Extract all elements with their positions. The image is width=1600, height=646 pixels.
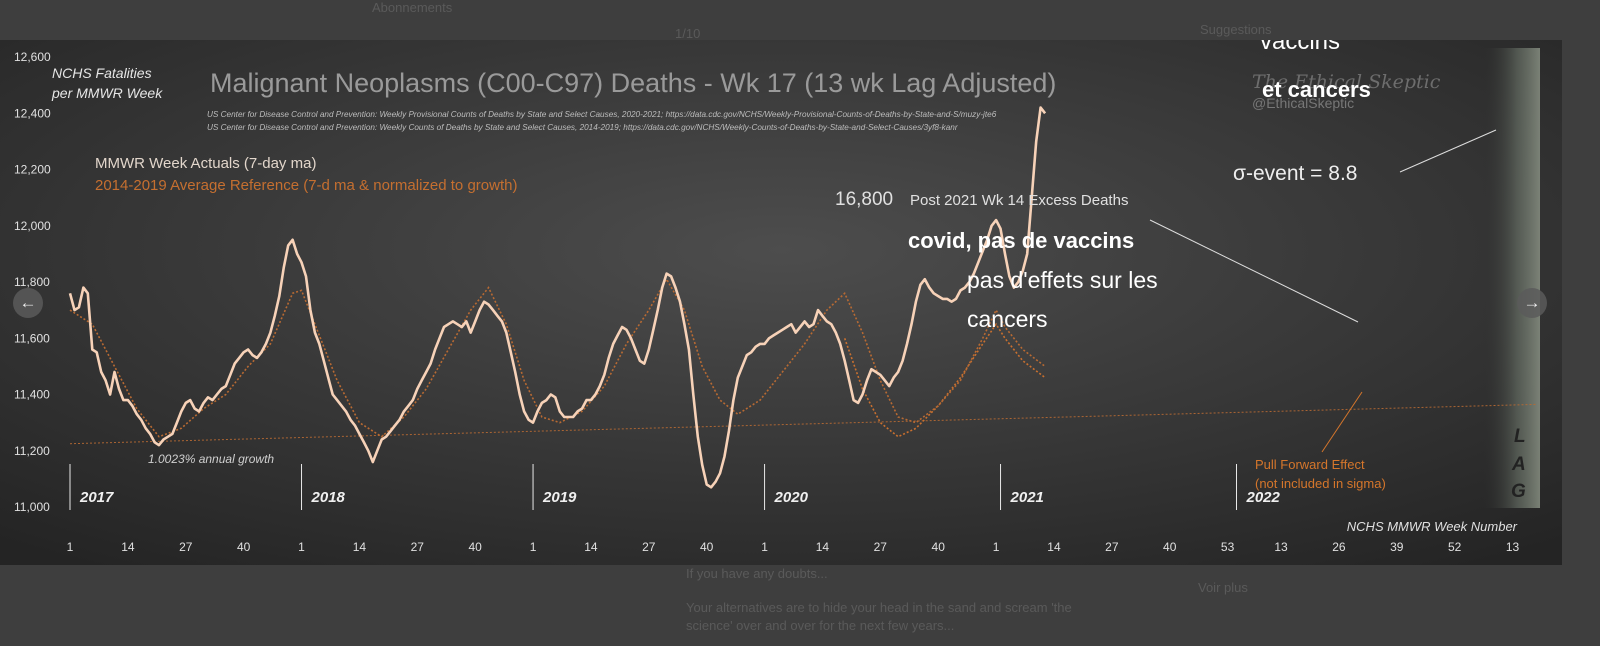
x-tick-label: 1 <box>67 540 74 554</box>
x-tick-label: 14 <box>1047 540 1061 554</box>
chart-title: Malignant Neoplasms (C00-C97) Deaths - W… <box>210 68 1056 98</box>
bg-side-item: Suggestions <box>1200 22 1272 37</box>
previous-slide-button[interactable]: ← <box>13 288 43 318</box>
overlay-et-cancers: et cancers <box>1262 77 1371 102</box>
series-pull-forward-line <box>843 322 1046 438</box>
bg-bottom-line-3: science' over and over for the next few … <box>686 618 955 633</box>
y-tick-label: 11,200 <box>14 444 50 458</box>
year-label: 2021 <box>1010 489 1044 506</box>
x-tick-label: 52 <box>1448 540 1462 554</box>
x-tick-label: 13 <box>1274 540 1288 554</box>
year-label: 2020 <box>774 489 809 506</box>
x-tick-label: 1 <box>761 540 768 554</box>
series-actual-line <box>68 106 1047 489</box>
year-markers: 2017 2018 2019 2020 2021 2022 <box>69 464 1281 510</box>
x-tick-label: 40 <box>237 540 251 554</box>
year-label: 2019 <box>542 489 577 506</box>
pull-forward-label: Pull Forward Effect <box>1255 457 1365 472</box>
x-tick-label: 1 <box>993 540 1000 554</box>
lag-letter-l: L <box>1514 426 1526 447</box>
growth-baseline-label: 1.0023% annual growth <box>148 452 274 466</box>
source-line-2: US Center for Disease Control and Preven… <box>207 123 958 132</box>
x-tick-label: 40 <box>932 540 946 554</box>
watermark-name: The Ethical Skeptic <box>1252 71 1441 93</box>
x-tick-label: 14 <box>816 540 830 554</box>
x-tick-label: 27 <box>874 540 888 554</box>
year-label: 2017 <box>79 489 114 506</box>
y-tick-label: 12,000 <box>14 219 51 233</box>
arrow-right-icon: → <box>1523 293 1541 312</box>
x-tick-label: 13 <box>1506 540 1520 554</box>
bg-bottom-line-1: If you have any doubts... <box>686 566 828 581</box>
excess-deaths-text: Post 2021 Wk 14 Excess Deaths <box>910 192 1128 209</box>
lag-letter-a: A <box>1511 454 1526 475</box>
x-tick-label: 53 <box>1221 540 1235 554</box>
excess-deaths-pointer <box>1149 219 1359 323</box>
chart: 11,000 11,200 11,400 11,600 11,800 12,000 12,2… <box>0 40 1562 565</box>
arrow-left-icon: ← <box>19 293 37 312</box>
watermark-handle: @EthicalSkeptic <box>1252 95 1354 111</box>
excess-deaths-value: 16,800 <box>835 189 893 210</box>
x-tick-label: 40 <box>1163 540 1177 554</box>
bg-counter: 1/10 <box>675 26 701 41</box>
growth-baseline-line <box>69 403 1538 445</box>
sigma-event-label: σ-event = 8.8 <box>1233 162 1357 185</box>
x-tick-label: 39 <box>1390 540 1404 554</box>
x-tick-label: 1 <box>530 540 537 554</box>
y-caption-line-1: NCHS Fatalities <box>52 65 152 81</box>
x-tick-label: 26 <box>1332 540 1346 554</box>
x-tick-label: 27 <box>1105 540 1119 554</box>
x-tick-label: 1 <box>298 540 305 554</box>
legend-reference: 2014-2019 Average Reference (7-d ma & no… <box>95 177 517 194</box>
bg-header-item: Abonnements <box>372 0 453 15</box>
y-tick-label: 11,000 <box>14 500 50 514</box>
x-tick-label: 27 <box>642 540 656 554</box>
overlay-cancers: cancers <box>967 306 1048 332</box>
y-tick-label: 12,200 <box>14 163 51 177</box>
year-label: 2018 <box>311 489 346 506</box>
overlay-vaccins: vaccins <box>1260 40 1340 55</box>
source-line-1: US Center for Disease Control and Preven… <box>207 110 997 119</box>
y-caption-line-2: per MMWR Week <box>51 85 163 101</box>
x-axis-label: NCHS MMWR Week Number <box>1347 519 1518 534</box>
bg-bottom-line-2: Your alternatives are to hide your head … <box>686 600 1072 615</box>
x-tick-label: 40 <box>700 540 714 554</box>
y-tick-label: 11,600 <box>14 331 50 345</box>
next-slide-button[interactable]: → <box>1517 288 1547 318</box>
y-tick-label: 11,400 <box>14 388 50 402</box>
overlay-covid-pas-de-vaccins: covid, pas de vaccins <box>908 228 1134 253</box>
overlay-pas-d-effets: pas d'effets sur les <box>967 267 1158 293</box>
x-tick-label: 27 <box>411 540 425 554</box>
chart-background <box>0 40 1562 565</box>
lag-band <box>1482 48 1540 508</box>
pull-forward-pointer <box>1321 391 1363 453</box>
sigma-event-pointer <box>1399 129 1497 173</box>
x-tick-label: 14 <box>121 540 135 554</box>
y-tick-label: 11,800 <box>14 275 50 289</box>
year-label: 2022 <box>1246 489 1281 506</box>
x-axis: 1 14 27 40 1 14 27 40 1 14 27 40 1 14 27 40 1 14 27 40 53 13 2… <box>67 540 1520 554</box>
y-tick-label: 12,600 <box>14 50 51 64</box>
pull-forward-note: (not included in sigma) <box>1255 476 1386 491</box>
x-tick-label: 14 <box>584 540 598 554</box>
x-tick-label: 14 <box>353 540 367 554</box>
legend-actual: MMWR Week Actuals (7-day ma) <box>95 155 316 172</box>
y-axis: 11,000 11,200 11,400 11,600 11,800 12,000 12,2… <box>14 50 51 514</box>
y-tick-label: 12,400 <box>14 106 51 120</box>
bg-side-link[interactable]: Voir plus <box>1198 580 1248 595</box>
x-tick-label: 40 <box>468 540 482 554</box>
x-tick-label: 27 <box>179 540 193 554</box>
lag-letter-g: G <box>1511 481 1526 502</box>
